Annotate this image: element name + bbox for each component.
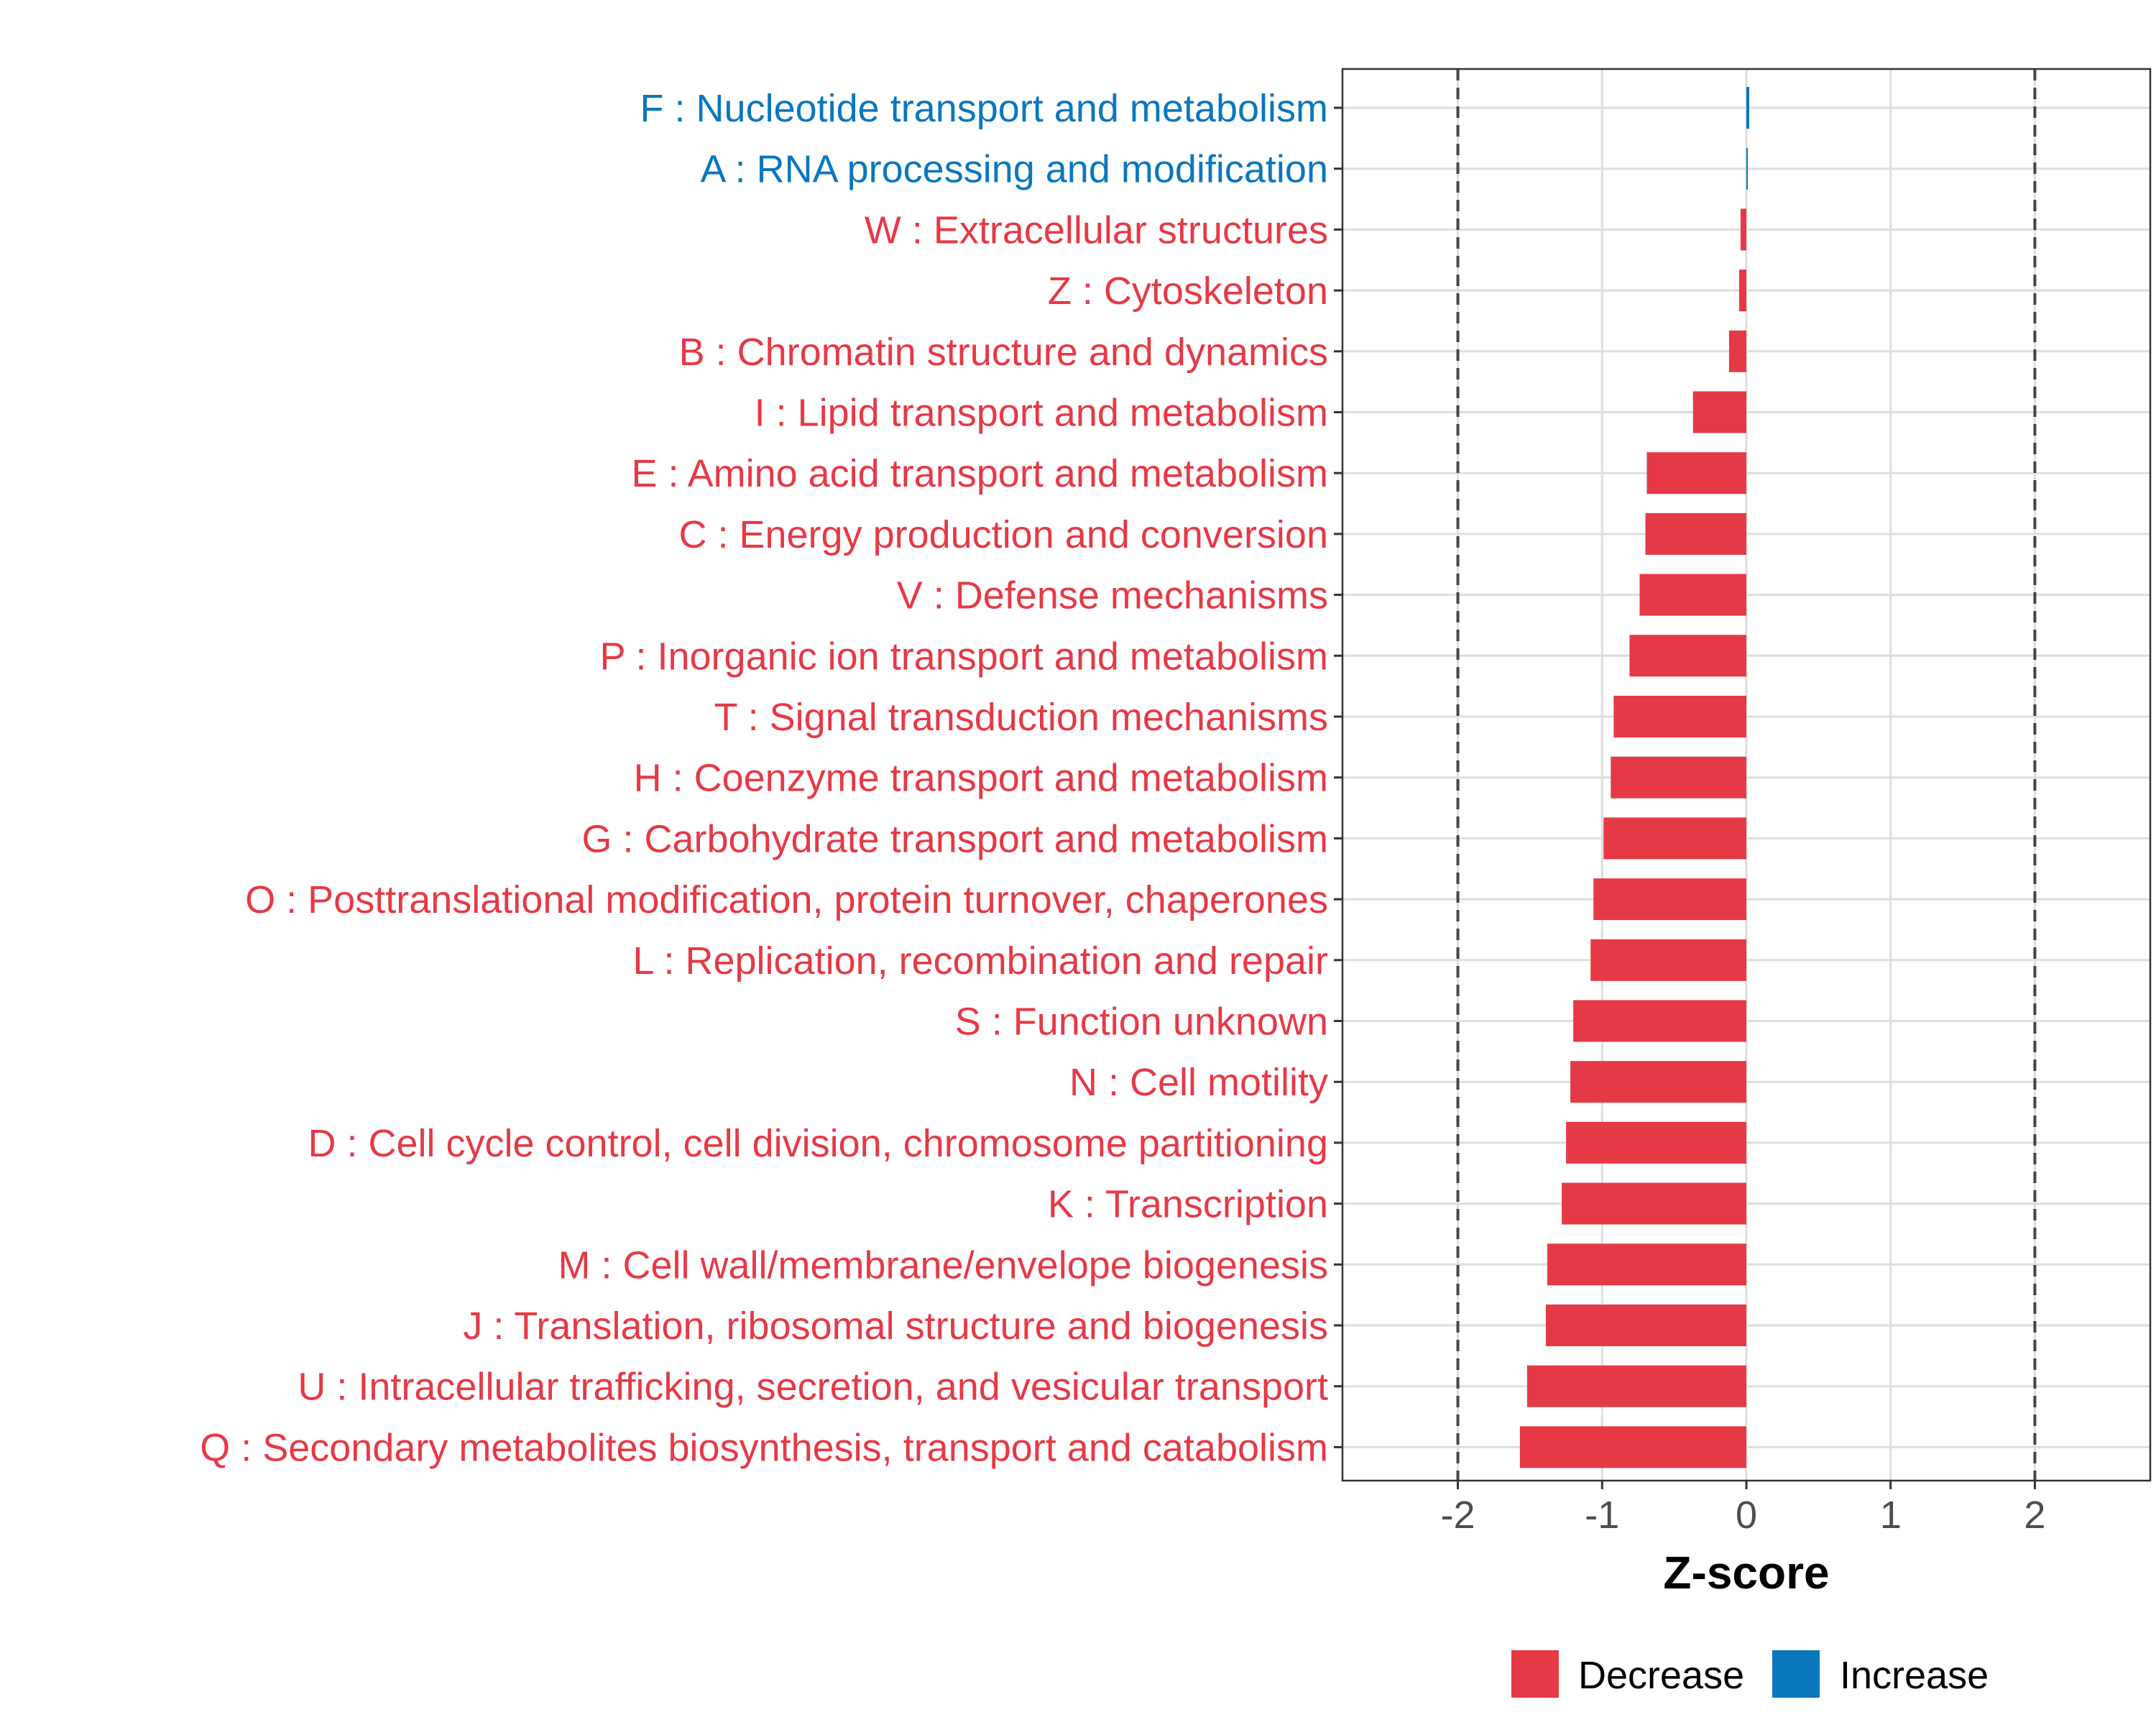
- category-label: D : Cell cycle control, cell division, c…: [308, 1122, 1328, 1165]
- bar-m: [1547, 1243, 1746, 1286]
- category-label: O : Posttranslational modification, prot…: [245, 878, 1328, 921]
- category-label: J : Translation, ribosomal structure and…: [463, 1305, 1328, 1348]
- category-label: W : Extracellular structures: [865, 208, 1328, 252]
- bar-s: [1573, 1000, 1746, 1042]
- category-label: Z : Cytoskeleton: [1048, 270, 1328, 313]
- bar-z: [1738, 270, 1746, 312]
- bar-u: [1526, 1365, 1746, 1407]
- bar-g: [1603, 817, 1746, 860]
- legend-label-decrease: Decrease: [1578, 1654, 1744, 1697]
- bar-q: [1519, 1426, 1746, 1468]
- bar-t: [1613, 696, 1746, 737]
- legend-swatch-increase: [1772, 1650, 1820, 1698]
- category-label: V : Defense mechanisms: [897, 574, 1328, 617]
- bar-k: [1562, 1182, 1746, 1225]
- x-tick-label: 0: [1736, 1494, 1757, 1537]
- x-tick-label: 1: [1880, 1494, 1902, 1537]
- x-tick-label: -1: [1585, 1494, 1619, 1537]
- x-tick-label: 2: [2024, 1494, 2045, 1537]
- category-label: G : Carbohydrate transport and metabolis…: [582, 817, 1329, 860]
- category-labels: F : Nucleotide transport and metabolism A…: [200, 87, 1328, 1469]
- category-label: K : Transcription: [1048, 1183, 1328, 1226]
- category-label: C : Energy production and conversion: [678, 513, 1328, 556]
- bar-f: [1746, 87, 1750, 129]
- reference-lines: [1456, 69, 2037, 1481]
- category-label: I : Lipid transport and metabolism: [755, 392, 1328, 435]
- category-label: L : Replication, recombination and repai…: [632, 939, 1328, 983]
- x-axis-title: Z-score: [1663, 1547, 1829, 1598]
- bar-a: [1746, 147, 1749, 190]
- category-label: P : Inorganic ion transport and metaboli…: [599, 635, 1328, 678]
- category-label: M : Cell wall/membrane/envelope biogenes…: [558, 1243, 1328, 1287]
- bar-c: [1645, 512, 1746, 555]
- category-label: N : Cell motility: [1069, 1061, 1328, 1104]
- bar-p: [1629, 635, 1746, 677]
- category-label: Q : Secondary metabolites biosynthesis, …: [200, 1426, 1328, 1469]
- category-label: U : Intracellular trafficking, secretion…: [298, 1366, 1328, 1409]
- bar-i: [1692, 391, 1746, 433]
- category-label: T : Signal transduction mechanisms: [714, 696, 1328, 739]
- bar-l: [1590, 939, 1746, 981]
- bar-n: [1570, 1061, 1746, 1103]
- bar-h: [1611, 756, 1746, 799]
- category-label: H : Coenzyme transport and metabolism: [634, 757, 1328, 800]
- legend: Decrease Increase: [1511, 1650, 1989, 1698]
- bar-e: [1646, 452, 1746, 494]
- bar-d: [1566, 1121, 1746, 1164]
- legend-swatch-decrease: [1511, 1650, 1559, 1698]
- bar-j: [1546, 1305, 1746, 1346]
- bar-v: [1639, 574, 1746, 616]
- bar-w: [1740, 208, 1746, 251]
- bar-b: [1728, 330, 1746, 372]
- category-label: B : Chromatin structure and dynamics: [679, 331, 1328, 374]
- y-axis-ticks: [1334, 106, 1342, 1448]
- x-axis-ticks: -2 -1 0 1 2: [1441, 1481, 2045, 1537]
- category-label: A : RNA processing and modification: [701, 148, 1328, 191]
- category-label: E : Amino acid transport and metabolism: [632, 452, 1328, 495]
- legend-label-increase: Increase: [1840, 1654, 1989, 1697]
- bar-o: [1593, 878, 1746, 921]
- x-tick-label: -2: [1441, 1494, 1475, 1537]
- category-label: S : Function unknown: [955, 1000, 1328, 1044]
- category-label: F : Nucleotide transport and metabolism: [640, 87, 1328, 130]
- bars: [1519, 87, 1750, 1468]
